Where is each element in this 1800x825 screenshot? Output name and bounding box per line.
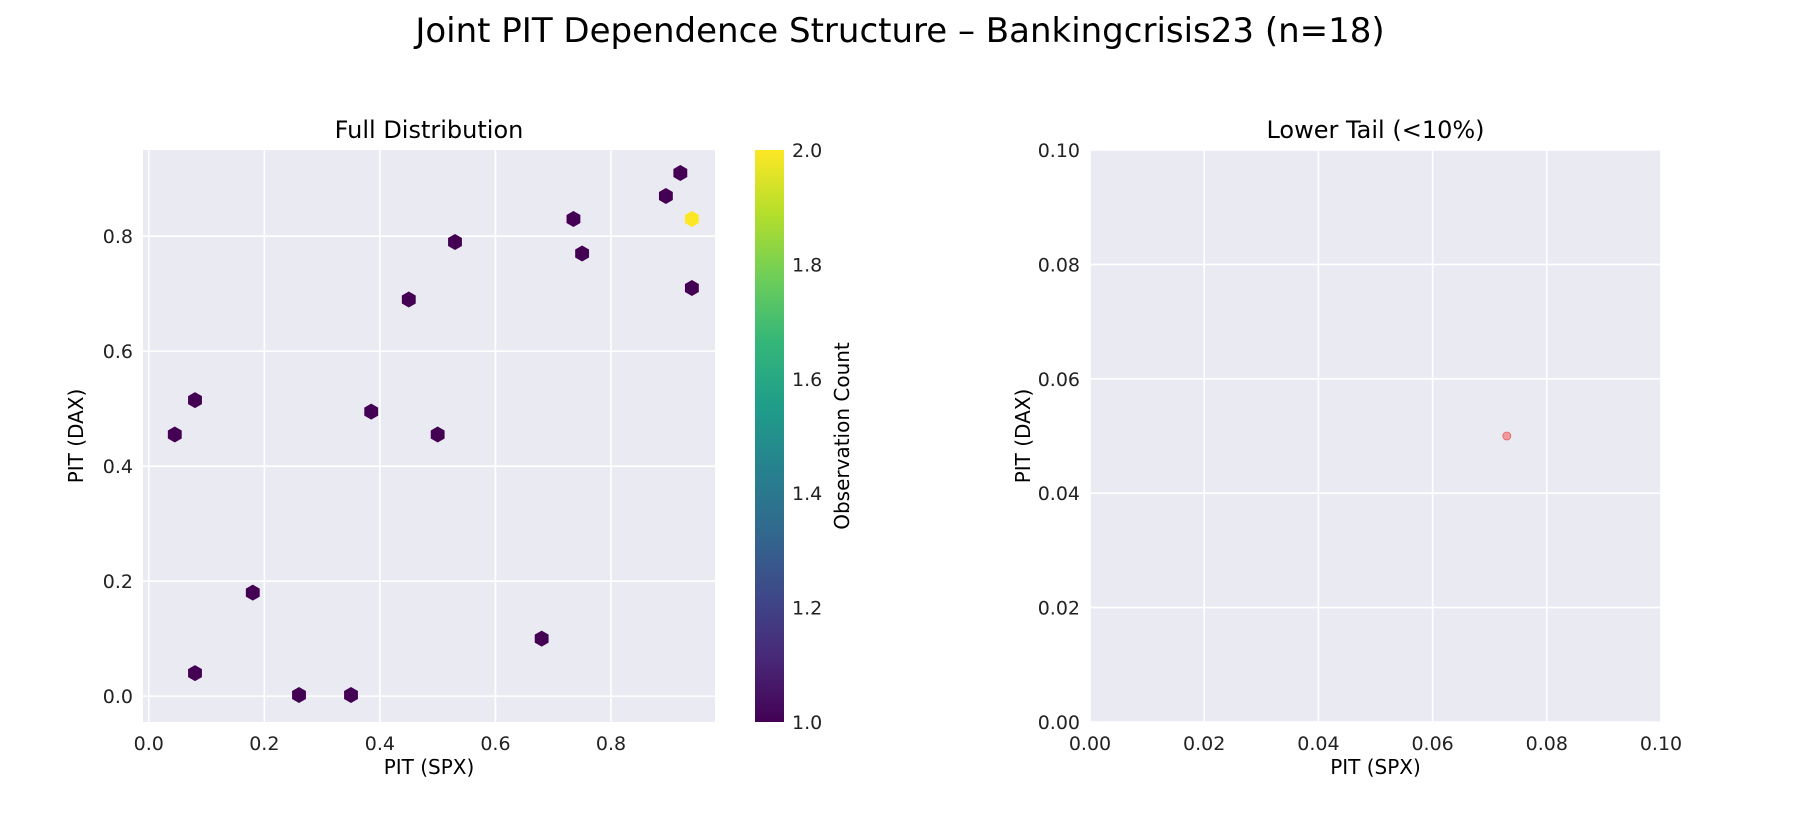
hexbin-cell xyxy=(534,630,549,647)
y-tick-label: 0.06 xyxy=(1038,369,1080,391)
colorbar-tick-label: 1.2 xyxy=(792,598,822,620)
x-tick-label: 0.06 xyxy=(1411,733,1453,755)
plot-background xyxy=(1090,150,1661,722)
colorbar-gradient xyxy=(755,150,784,722)
axes-title: Lower Tail (<10%) xyxy=(1266,116,1484,144)
colorbar-label: Observation Count xyxy=(830,342,854,530)
x-tick-label: 0.08 xyxy=(1526,733,1568,755)
x-tick-label: 0.02 xyxy=(1183,733,1225,755)
figure-title: Joint PIT Dependence Structure – Banking… xyxy=(413,11,1384,51)
x-tick-label: 0.00 xyxy=(1069,733,1111,755)
y-tick-label: 0.4 xyxy=(103,456,133,478)
axes-title: Full Distribution xyxy=(335,116,524,144)
colorbar-tick-label: 1.0 xyxy=(792,712,822,734)
hexbin-cell xyxy=(684,279,699,296)
hexbin-cell xyxy=(245,584,260,601)
x-tick-label: 0.6 xyxy=(480,733,510,755)
y-tick-label: 0.2 xyxy=(103,571,133,593)
colorbar-tick-label: 1.4 xyxy=(792,483,822,505)
y-tick-label: 0.6 xyxy=(103,341,133,363)
x-tick-label: 0.2 xyxy=(249,733,279,755)
y-tick-label: 0.00 xyxy=(1038,712,1080,734)
x-tick-label: 0.04 xyxy=(1297,733,1339,755)
x-tick-label: 0.10 xyxy=(1640,733,1682,755)
colorbar-tick-label: 1.8 xyxy=(792,254,822,276)
y-tick-label: 0.10 xyxy=(1038,140,1080,162)
colorbar-tick-label: 1.6 xyxy=(792,369,822,391)
hexbin-cell xyxy=(673,164,688,181)
y-tick-label: 0.0 xyxy=(103,686,133,708)
y-tick-label: 0.8 xyxy=(103,226,133,248)
hexbin-cell xyxy=(658,187,673,204)
y-tick-label: 0.04 xyxy=(1038,483,1080,505)
x-axis-label: PIT (SPX) xyxy=(384,755,475,779)
hexbin-cell xyxy=(188,665,202,682)
x-tick-label: 0.8 xyxy=(596,733,626,755)
hexbin-cell xyxy=(364,403,379,420)
x-axis-label: PIT (SPX) xyxy=(1330,755,1421,779)
hexbin-cell xyxy=(575,245,590,262)
colorbar: 1.0 1.2 1.4 1.6 1.8 2.0 Observation Count xyxy=(755,140,854,734)
hexbin-cell xyxy=(401,291,416,308)
lower-tail-panel: 0.00 0.02 0.04 0.06 0.08 0.10 0.00 0.02 0.04 0.06… xyxy=(1011,116,1682,779)
hexbin-cell xyxy=(684,210,699,227)
hexbin-cell xyxy=(448,233,462,250)
hexbin-cell xyxy=(188,392,202,409)
hexbin-cell xyxy=(566,210,581,227)
scatter-point xyxy=(1502,431,1512,441)
hexbin-cell xyxy=(292,686,306,703)
y-axis-label: PIT (DAX) xyxy=(64,389,88,484)
x-tick-label: 0.0 xyxy=(134,733,164,755)
y-tick-label: 0.08 xyxy=(1038,254,1080,276)
hexbin-cell xyxy=(430,426,445,443)
hexbin-cell xyxy=(167,426,182,443)
hexbin-panel: 0.0 0.2 0.4 0.6 0.8 0.0 0.2 0.4 0.6 0.8 Full Distr… xyxy=(64,116,715,779)
plot-background xyxy=(143,150,715,722)
y-axis-label: PIT (DAX) xyxy=(1011,389,1035,484)
colorbar-tick-label: 2.0 xyxy=(792,140,822,162)
x-tick-label: 0.4 xyxy=(365,733,395,755)
hexbin-cell xyxy=(344,686,358,703)
y-tick-label: 0.02 xyxy=(1038,598,1080,620)
